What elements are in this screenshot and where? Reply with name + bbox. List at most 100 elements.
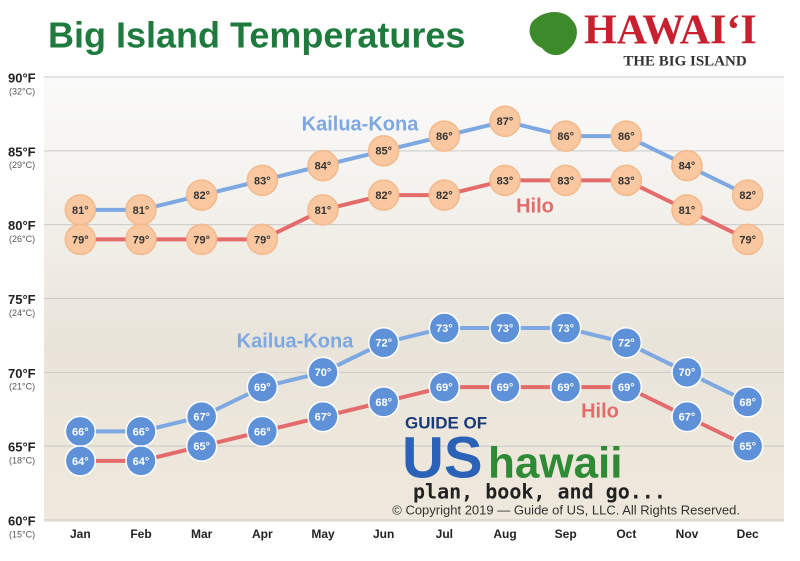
- data-label: 87°: [497, 116, 514, 128]
- data-point: [185, 223, 218, 256]
- data-point: [185, 430, 218, 462]
- data-point: [307, 149, 339, 182]
- x-tick-label: Mar: [191, 527, 213, 541]
- data-point: [367, 135, 400, 167]
- data-label: 69°: [254, 382, 271, 394]
- data-label: 65°: [193, 441, 210, 453]
- data-point: [64, 445, 97, 477]
- data-label: 79°: [193, 234, 210, 246]
- x-tick-label: Sep: [555, 527, 577, 541]
- y-tick-sublabel: (21°C): [9, 382, 35, 392]
- data-label: 72°: [618, 338, 635, 350]
- data-point: [489, 371, 521, 403]
- data-point: [489, 105, 521, 138]
- data-point: [731, 223, 764, 256]
- guide-us: US: [402, 425, 483, 490]
- data-point: [610, 371, 643, 403]
- y-tick-sublabel: (18°C): [9, 456, 35, 466]
- data-label: 64°: [133, 456, 150, 468]
- chart-title: Big Island Temperatures: [48, 15, 465, 56]
- series-name: Kailua-Kona: [302, 113, 420, 135]
- data-point: [307, 194, 339, 226]
- data-point: [428, 179, 461, 211]
- x-tick-label: Jan: [70, 527, 91, 541]
- data-point: [549, 120, 582, 152]
- data-label: 86°: [618, 131, 635, 143]
- data-point: [610, 164, 643, 197]
- data-label: 83°: [497, 175, 514, 187]
- data-label: 69°: [497, 382, 514, 394]
- x-tick-label: Apr: [252, 527, 273, 541]
- data-label: 64°: [72, 456, 89, 468]
- data-label: 79°: [739, 234, 756, 246]
- x-tick-label: May: [311, 527, 335, 541]
- data-point: [731, 179, 764, 211]
- y-tick-label: 60°F: [8, 513, 36, 528]
- y-tick-label: 80°F: [8, 218, 36, 233]
- data-label: 73°: [436, 323, 453, 335]
- data-label: 66°: [254, 426, 271, 438]
- data-point: [610, 120, 643, 152]
- x-tick-label: Aug: [493, 527, 516, 541]
- data-label: 82°: [375, 190, 392, 202]
- data-label: 84°: [679, 161, 696, 173]
- data-label: 66°: [72, 426, 89, 438]
- data-label: 81°: [133, 205, 150, 217]
- logo-title: HAWAI‘I: [584, 8, 757, 54]
- guide-hawaii: hawaii: [488, 439, 623, 488]
- data-point: [671, 400, 703, 433]
- data-point: [549, 164, 582, 197]
- x-tick-label: Feb: [130, 527, 151, 541]
- y-tick-label: 70°F: [8, 366, 36, 381]
- data-label: 73°: [497, 323, 514, 335]
- y-tick-sublabel: (15°C): [9, 529, 35, 539]
- data-point: [731, 430, 764, 462]
- data-point: [428, 312, 461, 344]
- y-tick-sublabel: (26°C): [9, 234, 35, 244]
- data-point: [307, 356, 339, 389]
- data-label: 79°: [133, 234, 150, 246]
- data-point: [428, 120, 461, 152]
- data-label: 81°: [679, 205, 696, 217]
- data-label: 69°: [436, 382, 453, 394]
- data-point: [307, 400, 339, 433]
- data-point: [489, 164, 521, 197]
- y-tick-sublabel: (24°C): [9, 308, 35, 318]
- data-point: [64, 223, 97, 256]
- data-label: 70°: [679, 367, 696, 379]
- data-label: 82°: [193, 190, 210, 202]
- y-tick-sublabel: (32°C): [9, 86, 35, 96]
- logo-subtitle: THE BIG ISLAND: [623, 53, 747, 69]
- data-label: 82°: [436, 190, 453, 202]
- data-point: [671, 356, 703, 389]
- series-name: Hilo: [516, 195, 554, 217]
- data-label: 67°: [315, 412, 332, 424]
- y-tick-label: 75°F: [8, 292, 36, 307]
- data-label: 79°: [254, 234, 271, 246]
- data-point: [246, 223, 279, 256]
- data-label: 68°: [375, 397, 392, 409]
- plot-background: [44, 72, 784, 522]
- data-point: [489, 312, 521, 344]
- plot: 60°F(15°C) 65°F(18°C) 70°F(21°C) 75°F(24°C)…: [8, 70, 784, 541]
- data-point: [367, 179, 400, 211]
- data-point: [428, 371, 461, 403]
- data-point: [185, 179, 218, 211]
- data-label: 86°: [557, 131, 574, 143]
- data-label: 69°: [618, 382, 635, 394]
- series-name: Hilo: [581, 400, 619, 422]
- series-name: Kailua-Kona: [237, 330, 355, 352]
- x-tick-label: Oct: [616, 527, 636, 541]
- data-point: [125, 445, 157, 477]
- data-point: [549, 371, 582, 403]
- y-tick-label: 85°F: [8, 144, 36, 159]
- data-label: 81°: [315, 205, 332, 217]
- data-point: [671, 149, 703, 182]
- data-label: 67°: [193, 412, 210, 424]
- y-tick-label: 90°F: [8, 70, 36, 85]
- data-label: 83°: [557, 175, 574, 187]
- data-point: [246, 164, 279, 197]
- data-point: [671, 194, 703, 226]
- data-label: 83°: [254, 175, 271, 187]
